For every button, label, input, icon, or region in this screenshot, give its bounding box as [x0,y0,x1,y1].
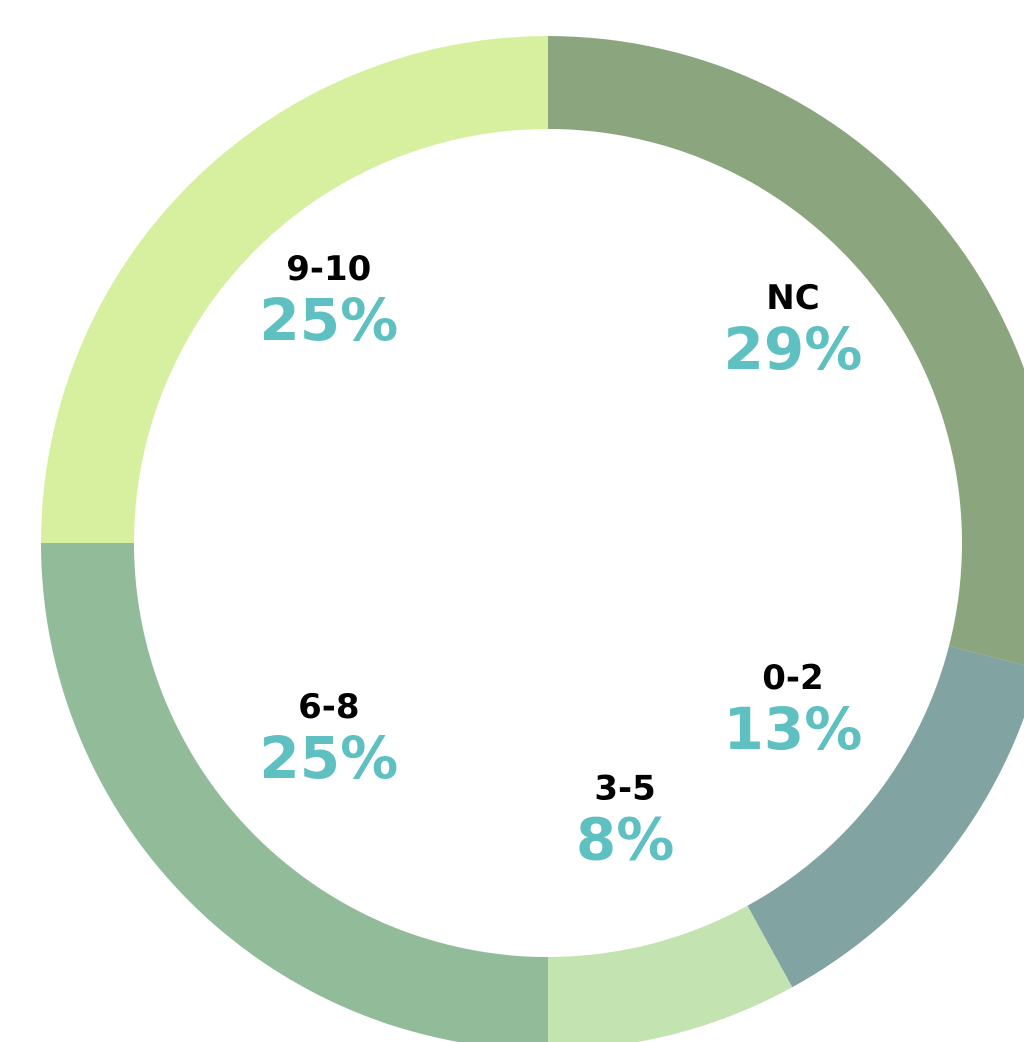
donut-segment [747,645,1024,988]
donut-segment [548,36,1024,666]
segment-percent: 13% [724,695,863,763]
donut-segment [41,543,548,1042]
segment-name: NC [766,278,819,318]
segment-name: 3-5 [594,768,655,808]
donut-segment [41,36,548,543]
segment-percent: 8% [576,805,674,873]
donut-segment [548,905,793,1042]
segment-percent: 25% [259,724,398,792]
segment-name: 6-8 [298,687,359,727]
segment-name: 0-2 [762,658,823,698]
segment-name: 9-10 [286,249,371,289]
segment-percent: 29% [724,315,863,383]
segment-percent: 25% [259,286,398,354]
